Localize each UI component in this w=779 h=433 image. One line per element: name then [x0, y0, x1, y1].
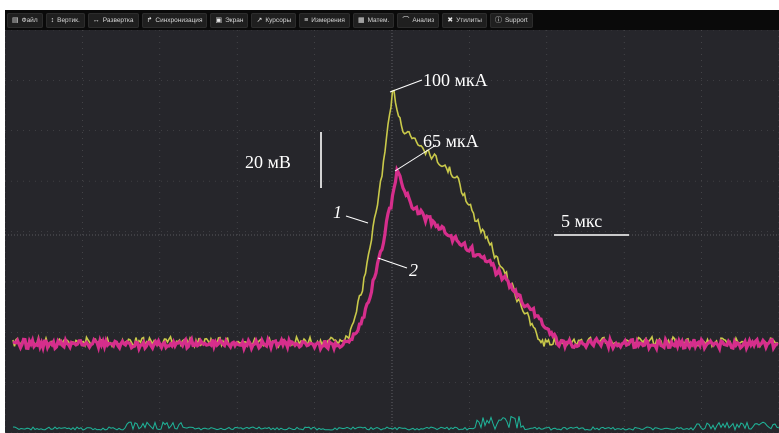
menu-item-utilities[interactable]: ✖ Утилиты	[442, 12, 487, 28]
menu-item-label: Файл	[21, 16, 38, 24]
peak-2-label: 65 мкА	[423, 131, 479, 151]
menu-bar: ▤ Файл ↕ Вертик. ↔ Развертка ↱ Синхронизация ▣ Эк…	[5, 10, 779, 30]
peak-1-label: 100 мкА	[423, 70, 488, 90]
peak-2-leader	[394, 144, 437, 172]
menu-item-file[interactable]: ▤ Файл	[7, 12, 43, 28]
menu-item-label: Курсоры	[265, 16, 292, 24]
file-icon: ▤	[12, 16, 19, 24]
voltage-scale-label: 20 мВ	[245, 152, 291, 172]
menu-item-label: Анализ	[412, 16, 435, 24]
measure-icon: ≡	[304, 16, 309, 24]
trace-1-waveform	[12, 89, 779, 350]
menu-item-label: Экран	[225, 16, 244, 24]
utilities-icon: ✖	[447, 16, 454, 24]
menu-item-analysis[interactable]: ⌒ Анализ	[397, 12, 440, 28]
trace-2-label: 2	[409, 260, 418, 280]
menu-item-label: Support	[504, 16, 528, 24]
trace-1-leader	[345, 215, 369, 224]
menu-item-vertical[interactable]: ↕ Вертик.	[45, 12, 85, 28]
menu-item-label: Синхронизация	[155, 16, 203, 24]
waveform-svg: 20 мВ 5 мкс 100 мкА 65 мкА 1 2	[5, 30, 779, 433]
menu-item-display[interactable]: ▣ Экран	[210, 12, 249, 28]
graticule	[5, 30, 779, 433]
trace-1-label: 1	[333, 202, 342, 222]
menu-item-horizontal[interactable]: ↔ Развертка	[87, 12, 139, 28]
trigger-icon: ↱	[146, 16, 153, 24]
menu-item-measure[interactable]: ≡ Измерения	[299, 12, 350, 28]
menu-item-label: Вертик.	[57, 16, 80, 24]
menu-item-label: Измерения	[311, 16, 345, 24]
trace-3-waveform	[12, 415, 779, 432]
analysis-icon: ⌒	[402, 16, 410, 24]
menu-item-label: Утилиты	[456, 16, 482, 24]
trace-2-leader	[377, 257, 408, 269]
time-scale-label: 5 мкс	[561, 211, 602, 231]
horizontal-icon: ↔	[92, 16, 100, 24]
display-icon: ▣	[215, 16, 223, 24]
menu-item-trigger[interactable]: ↱ Синхронизация	[141, 12, 208, 28]
cursor-icon: ↗	[256, 16, 263, 24]
menu-item-label: Развертка	[102, 16, 134, 24]
support-icon: ⓘ	[494, 16, 502, 24]
menu-item-label: Матем.	[367, 16, 390, 24]
menu-item-support[interactable]: ⓘ Support	[489, 12, 533, 28]
vertical-icon: ↕	[50, 16, 55, 24]
traces	[12, 89, 779, 432]
peak-1-leader	[389, 79, 423, 93]
trace-2-waveform	[12, 164, 779, 354]
math-icon: ▦	[357, 16, 365, 24]
menu-item-math[interactable]: ▦ Матем.	[352, 12, 395, 28]
menu-item-cursor[interactable]: ↗ Курсоры	[251, 12, 297, 28]
waveform-display[interactable]: 20 мВ 5 мкс 100 мкА 65 мкА 1 2	[5, 30, 779, 433]
annotations: 20 мВ 5 мкс 100 мкА 65 мкА 1 2	[245, 70, 629, 280]
